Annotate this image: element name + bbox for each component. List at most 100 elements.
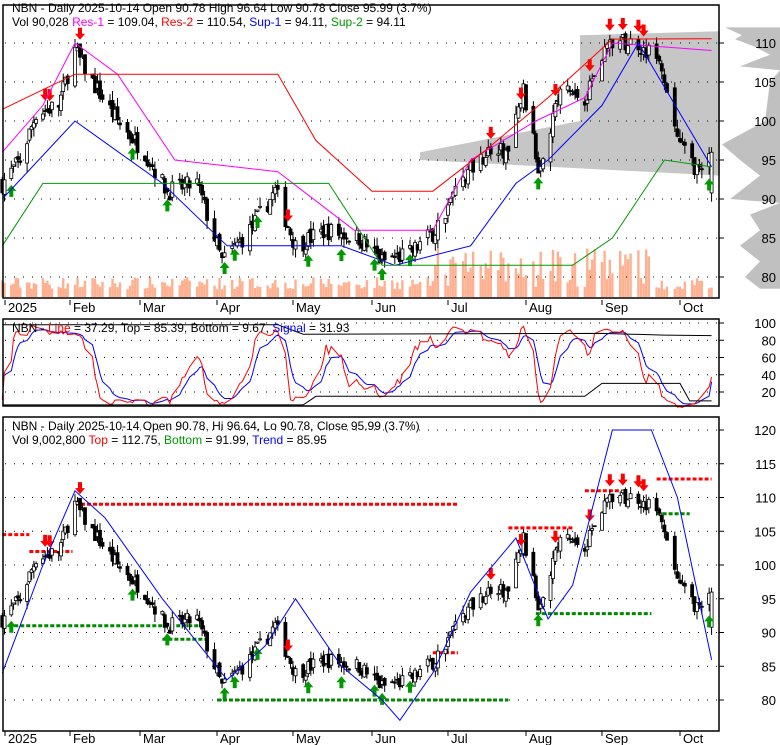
trend-candle-down bbox=[16, 595, 20, 599]
volume-bar bbox=[241, 281, 244, 297]
trend-candle-up bbox=[565, 534, 570, 539]
volume-bar bbox=[203, 284, 206, 297]
signal-arrow-down bbox=[75, 27, 85, 40]
x-tick-label: Mar bbox=[143, 300, 166, 315]
volume-bar bbox=[195, 286, 199, 297]
price-candle-up bbox=[709, 151, 714, 194]
signal-label: Signal bbox=[272, 321, 306, 335]
volume-bar bbox=[681, 288, 684, 297]
price-candle-up bbox=[248, 224, 252, 252]
trend-candle-down bbox=[150, 602, 155, 605]
trend-arrow-down bbox=[75, 482, 85, 495]
price-candle-down bbox=[336, 223, 341, 236]
volume-bar bbox=[637, 250, 640, 297]
trend-candle-up bbox=[73, 500, 77, 536]
sup1-label: Sup-1 bbox=[249, 15, 282, 29]
volume-bar bbox=[482, 279, 485, 297]
volume-bar bbox=[213, 285, 216, 297]
trend-candle-down bbox=[197, 617, 202, 622]
volume-bar bbox=[413, 284, 417, 297]
middle-header: NBN - Line = 37.29, Top = 85.39, Bottom … bbox=[12, 321, 349, 335]
price-candle-down bbox=[217, 233, 222, 251]
volume-bar bbox=[411, 279, 414, 297]
trend-candle-up bbox=[514, 558, 518, 589]
volume-bar bbox=[307, 285, 310, 297]
trend-candle-down bbox=[672, 535, 677, 570]
price-candle-down bbox=[47, 107, 52, 114]
trend-candle-down bbox=[47, 553, 52, 559]
volume-label: Vol 9,002,800 bbox=[12, 433, 86, 447]
trend-candle-down bbox=[524, 533, 528, 556]
signal-arrow-up bbox=[533, 177, 544, 190]
trend-candle-up bbox=[50, 548, 54, 556]
top-header-line2: Vol 90,028 Res-1 = 109.04, Res-2 = 110.5… bbox=[12, 15, 406, 29]
price-candle-up bbox=[443, 217, 448, 224]
price-candle-up bbox=[585, 99, 590, 104]
oscillator-axis-tick-label: 40 bbox=[762, 368, 776, 383]
volume-bar bbox=[619, 250, 622, 297]
res1-label: Res-1 bbox=[72, 15, 105, 29]
volume-bar bbox=[647, 256, 650, 297]
trend-panel-frame bbox=[2, 416, 720, 732]
price-candle-down bbox=[659, 63, 664, 72]
volume-bar bbox=[673, 289, 676, 297]
trend-candle-down bbox=[365, 667, 369, 675]
res1-value: = 109.04, bbox=[104, 15, 162, 29]
volume-bar bbox=[624, 254, 627, 297]
signal-arrow-up bbox=[6, 184, 17, 197]
price-candle-up bbox=[11, 164, 16, 167]
trend-candle-down bbox=[506, 586, 511, 592]
volume-bar bbox=[695, 278, 699, 297]
x-tick-label: 2025 bbox=[8, 731, 37, 745]
volume-bar bbox=[66, 283, 69, 297]
price-candle-up bbox=[600, 60, 604, 82]
volume-bar bbox=[451, 256, 455, 297]
price-candle-up bbox=[646, 44, 651, 56]
volume-bar bbox=[76, 278, 79, 297]
x-tick-label: Mar bbox=[143, 731, 166, 745]
trend-arrow-up bbox=[377, 692, 388, 705]
price-candle-up bbox=[41, 113, 45, 120]
price-candle-down bbox=[118, 122, 122, 126]
signal-arrow-down bbox=[617, 17, 628, 30]
trend-candle-down bbox=[536, 596, 541, 611]
volume-bar bbox=[541, 278, 545, 297]
x-tick-label: 2025 bbox=[8, 300, 37, 315]
trend-candle-down bbox=[187, 616, 192, 624]
volume-bar bbox=[342, 282, 346, 297]
volume-bar bbox=[274, 279, 277, 297]
volume-bar bbox=[454, 262, 457, 297]
volume-bar bbox=[83, 280, 87, 297]
volume-bar bbox=[78, 287, 82, 297]
volume-bar bbox=[286, 288, 290, 297]
signal-arrow-up bbox=[704, 178, 715, 191]
trend-line bbox=[1, 429, 713, 722]
volume-bar bbox=[183, 278, 186, 297]
volume-bar bbox=[434, 265, 437, 297]
signal-arrow-up bbox=[229, 248, 240, 261]
volume-bar bbox=[151, 284, 154, 297]
price-candle-up bbox=[570, 93, 575, 96]
volume-bar bbox=[539, 251, 542, 297]
trend-candle-up bbox=[27, 571, 32, 583]
trend-candle-up bbox=[461, 613, 465, 623]
trend-candle-up bbox=[418, 669, 423, 678]
trend-arrow-up bbox=[219, 687, 230, 700]
trend-arrow-down bbox=[282, 639, 293, 652]
volume-bar bbox=[248, 279, 252, 297]
oscillator-panel-frame bbox=[2, 318, 720, 407]
price-candle-up bbox=[13, 157, 18, 163]
volume-bar bbox=[710, 287, 713, 297]
volume-bar bbox=[251, 278, 254, 297]
volume-bar bbox=[153, 287, 157, 297]
price-candle-up bbox=[400, 248, 405, 261]
trend-candle-up bbox=[160, 610, 165, 615]
price-candle-up bbox=[50, 101, 54, 111]
volume-bar bbox=[378, 285, 381, 297]
trend-candle-up bbox=[11, 602, 16, 605]
volume-bar bbox=[551, 249, 555, 297]
trend-candle-down bbox=[143, 594, 147, 600]
price-candle-down bbox=[110, 99, 115, 118]
trend-candle-up bbox=[503, 589, 508, 602]
price-candle-up bbox=[461, 176, 465, 188]
